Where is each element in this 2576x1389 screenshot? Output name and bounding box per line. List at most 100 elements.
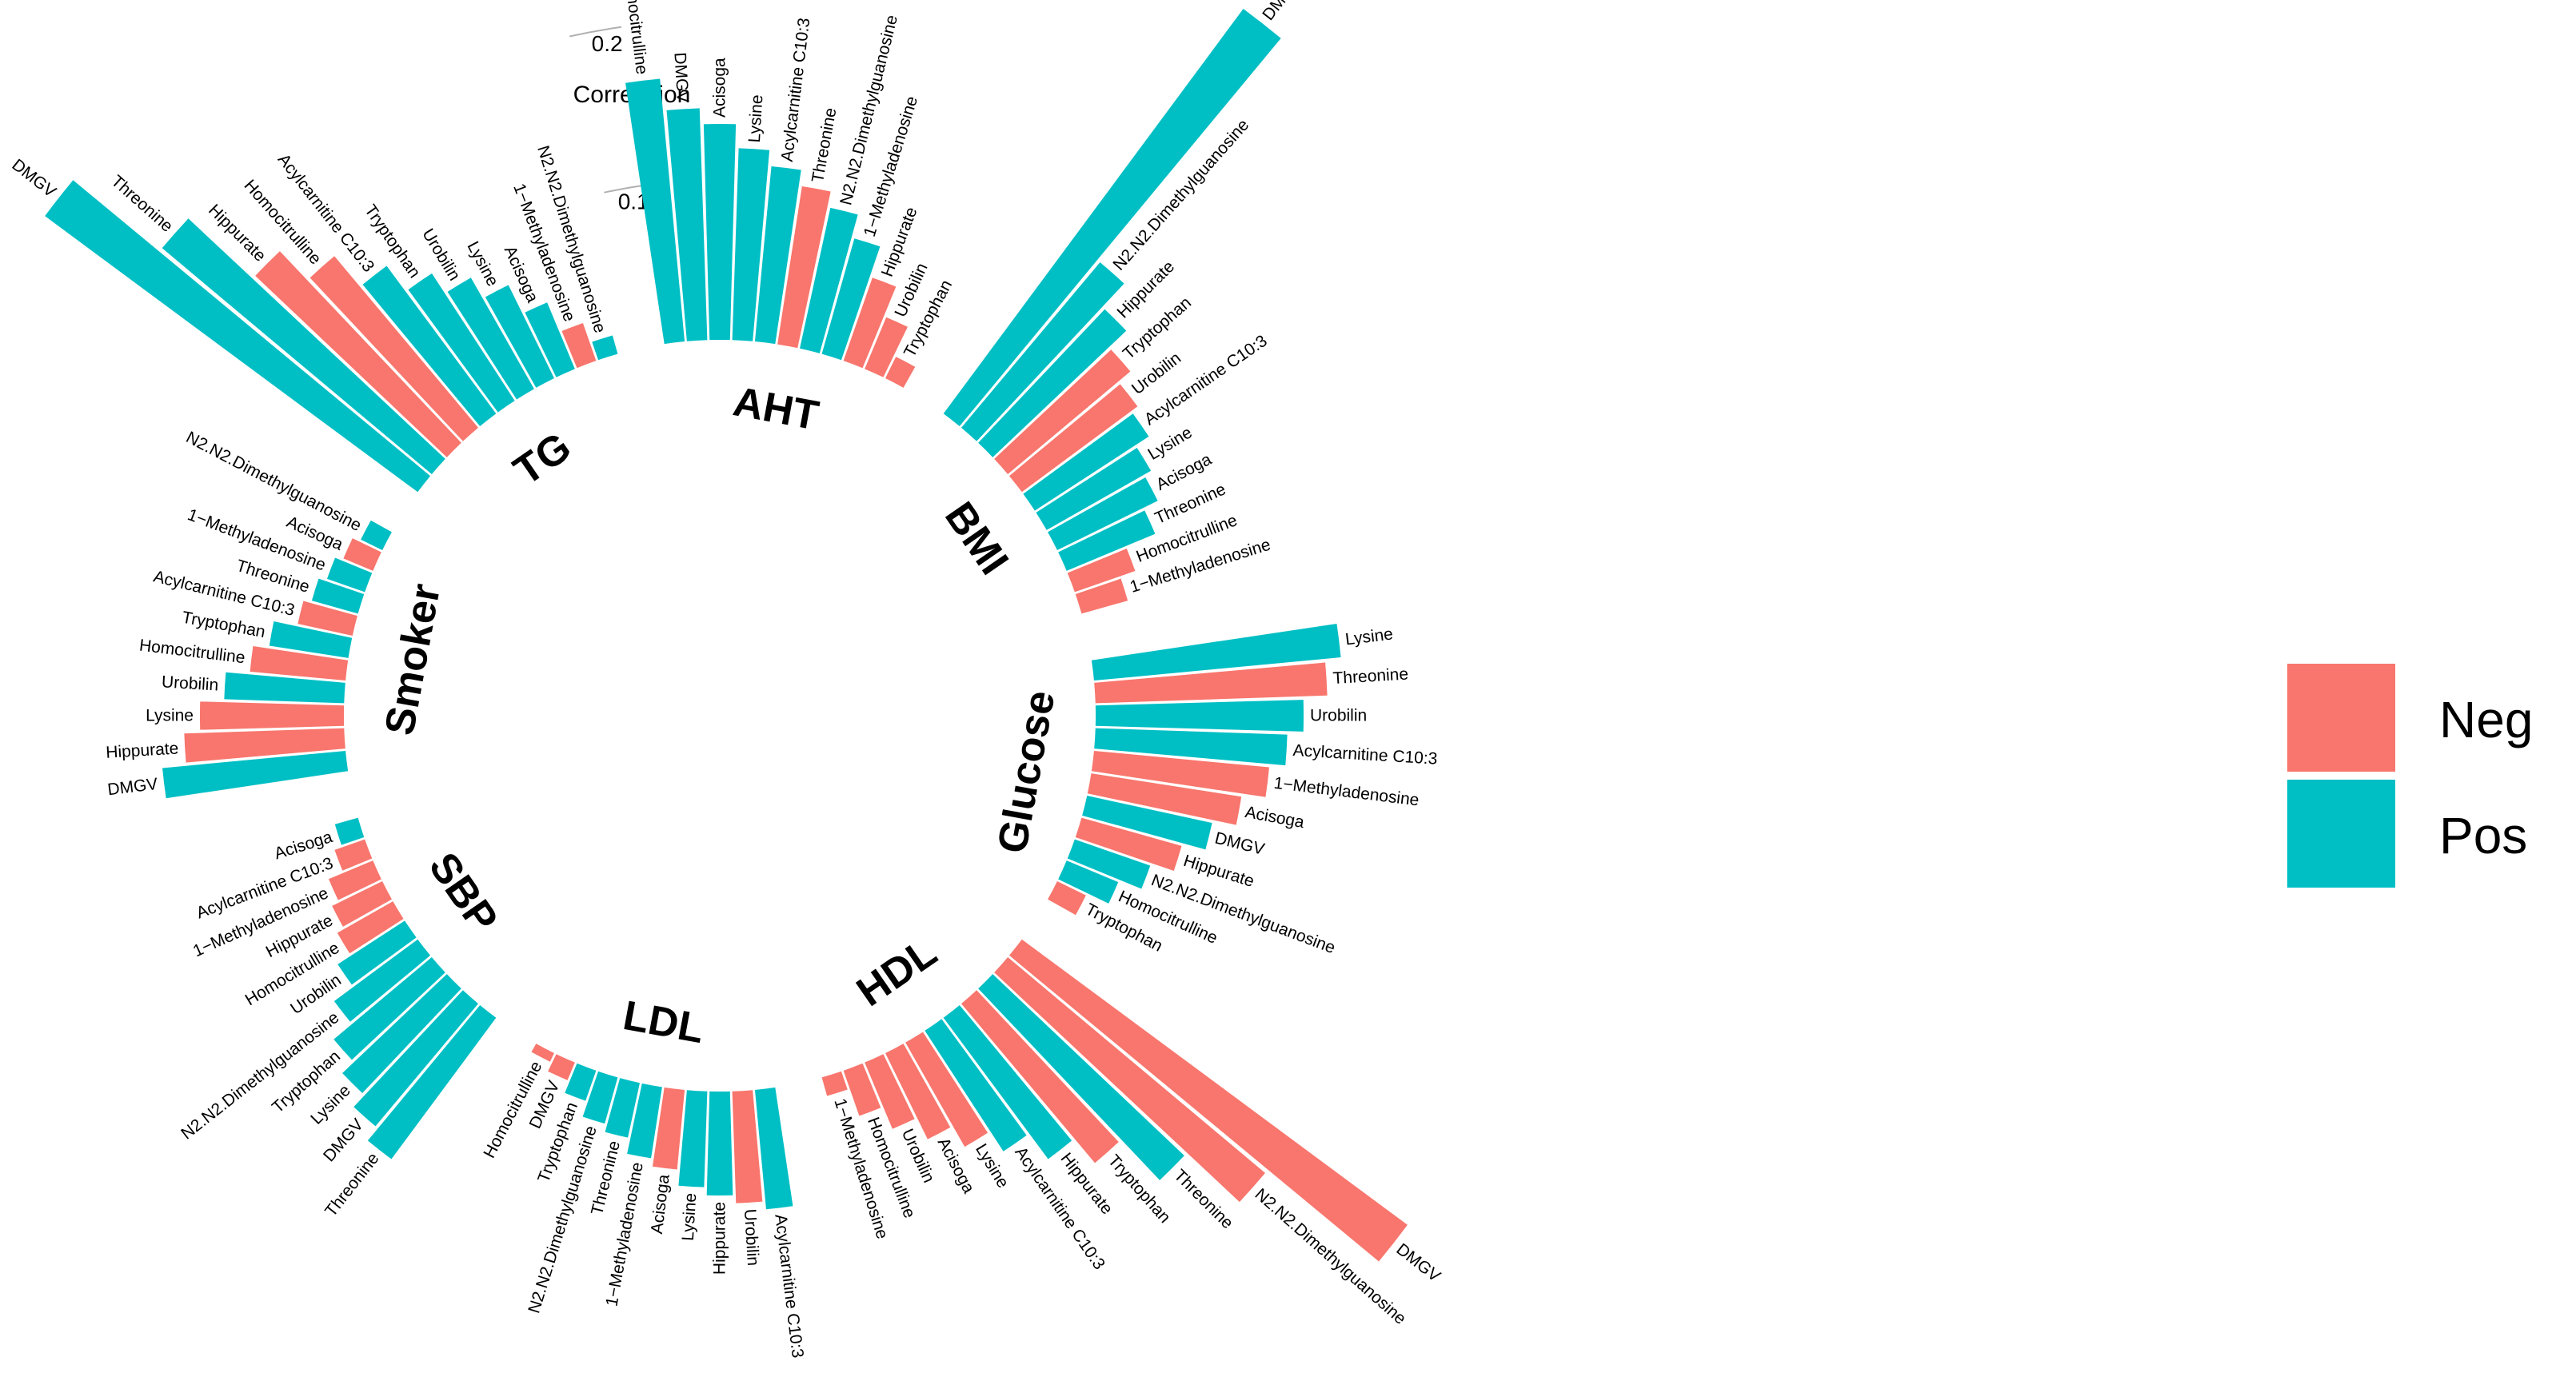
bar-sbp-threonine (367, 1004, 497, 1159)
group-tg: DMGV Threonine HippurateHomocitrullineAcyl… (8, 143, 618, 493)
bar-glucose-tryptophan (1048, 881, 1086, 916)
bar-hdl-threonine (978, 974, 1184, 1180)
bar-aht-acylcarnitine-c10-3 (754, 166, 801, 345)
group-label-aht: AHT (730, 378, 823, 439)
bar-bmi-urobilin (1008, 384, 1138, 493)
bar-smoker-acisoga (343, 538, 381, 571)
bar-tg-homocitrulline (310, 256, 479, 441)
bar-smoker-threonine (311, 578, 365, 614)
bar-label-bmi-lysine: Lysine (1144, 423, 1195, 464)
bar-bmi-acisoga (1048, 477, 1158, 550)
group-label-glucose: Glucose (989, 687, 1064, 856)
bar-ldl-acylcarnitine-c10-3 (754, 1087, 793, 1210)
bar-sbp-n2-n2-dimethylguanosine (333, 939, 431, 1022)
bar-glucose-threonine (1094, 662, 1328, 704)
bar-glucose-1-methyladenosine (1091, 750, 1269, 797)
bar-hdl-acisoga (885, 1044, 951, 1140)
group-label-sbp: SBP (420, 844, 506, 941)
group-labels-layer: AHT BMI Glucose HDL LDL SBP Smoker TG (377, 378, 1064, 1052)
bar-glucose-acisoga (1087, 773, 1242, 825)
bar-aht-1-methyladenosine (821, 238, 881, 361)
bar-label-ldl-lysine: Lysine (679, 1192, 701, 1241)
bar-tg-tryptophan (408, 273, 515, 413)
bar-label-bmi-dmgv: DMGV (1259, 0, 1304, 24)
bar-label-aht-acisoga: Acisoga (711, 58, 729, 118)
bar-glucose-hippurate (1075, 817, 1182, 872)
group-label-hdl: HDL (849, 929, 945, 1016)
bar-aht-homocitrulline (625, 78, 685, 345)
bar-hdl-n2-n2-dimethylguanosine (994, 956, 1265, 1203)
bar-smoker-homocitrulline (250, 645, 349, 681)
bar-tg-1-methyladenosine (561, 322, 597, 369)
bar-bmi-n2-n2-dimethylguanosine (961, 261, 1124, 441)
bar-bmi-threonine (1058, 510, 1156, 571)
legend-label-pos: Pos (2439, 807, 2527, 864)
bar-sbp-tryptophan (333, 956, 445, 1060)
bar-ldl-acisoga (652, 1087, 685, 1170)
bar-label-aht-acylcarnitine-c10-3: Acylcarnitine C10:3 (778, 17, 814, 162)
bar-bmi-lysine (1036, 447, 1152, 530)
bar-label-glucose-lysine: Lysine (1344, 625, 1394, 649)
group-ldl: Acylcarnitine C10:3 Urobilin Hippurate Lysi… (480, 1044, 807, 1359)
bar-smoker-1-methyladenosine (326, 557, 373, 593)
bar-label-sbp-lysine: Lysine (307, 1081, 354, 1128)
bar-label-aht-lysine: Lysine (745, 94, 767, 143)
bar-glucose-homocitrulline (1058, 860, 1119, 904)
group-smoker: DMGV Hippurate Lysine Urobilin Homocitrullin… (106, 428, 392, 799)
bar-tg-dmgv (45, 180, 431, 493)
bar-smoker-tryptophan (269, 621, 353, 658)
bar-glucose-lysine (1091, 623, 1341, 681)
bar-label-ldl-hippurate: Hippurate (711, 1202, 729, 1275)
bar-aht-urobilin (865, 317, 908, 377)
bar-smoker-hippurate (184, 728, 345, 763)
bar-label-aht-threonine: Threonine (809, 106, 841, 184)
bar-smoker-urobilin (224, 672, 345, 704)
bar-tg-urobilin (447, 277, 534, 400)
bar-hdl-lysine (905, 1032, 988, 1148)
bar-glucose-acylcarnitine-c10-3 (1094, 728, 1288, 766)
bar-label-glucose-urobilin: Urobilin (1310, 707, 1367, 725)
bar-smoker-n2-n2-dimethylguanosine (361, 520, 392, 550)
group-hdl: DMGVN2.N2.DimethylguanosineThreonineTryp… (821, 939, 1444, 1328)
bar-sbp-acisoga (334, 817, 365, 845)
bar-ldl-urobilin (732, 1090, 763, 1203)
bar-label-glucose-acisoga: Acisoga (1244, 803, 1306, 832)
bar-hdl-homocitrulline (843, 1063, 881, 1116)
bar-smoker-acylcarnitine-c10-3 (298, 601, 357, 636)
bar-bmi-homocitrulline (1067, 549, 1136, 593)
group-bmi: DMGVN2.N2.DimethylguanosineHippurateTryp… (943, 0, 1304, 614)
scale-arc-1 (569, 26, 622, 38)
bar-hdl-hippurate (943, 1004, 1072, 1159)
bar-hdl-1-methyladenosine (821, 1071, 848, 1096)
bar-aht-lysine (732, 148, 770, 341)
legend-swatch-neg (2287, 664, 2395, 772)
bar-tg-acylcarnitine-c10-3 (362, 265, 497, 427)
bar-ldl-n2-n2-dimethylguanosine (582, 1071, 618, 1124)
bar-label-glucose-threonine: Threonine (1332, 665, 1409, 688)
bar-sbp-homocitrulline (337, 901, 404, 954)
bar-aht-dmgv (666, 108, 708, 341)
bar-label-smoker-dmgv: DMGV (106, 775, 158, 799)
bar-label-aht-dmgv: DMGV (670, 52, 692, 103)
bar-tg-n2-n2-dimethylguanosine (592, 335, 618, 361)
group-label-smoker: Smoker (377, 581, 449, 739)
group-aht: Homocitrulline DMGV Acisoga Lysine Acylcarni… (620, 0, 956, 388)
bar-label-hdl-dmgv: DMGV (1392, 1240, 1444, 1286)
bar-label-ldl-acisoga: Acisoga (648, 1173, 673, 1235)
bar-ldl-threonine (605, 1078, 640, 1138)
bar-label-smoker-tryptophan: Tryptophan (181, 608, 267, 641)
bar-bmi-dmgv (943, 8, 1281, 427)
bar-smoker-dmgv (162, 750, 349, 799)
bar-sbp-1-methyladenosine (328, 860, 381, 900)
bar-sbp-urobilin (337, 920, 417, 985)
bar-label-smoker-hippurate: Hippurate (106, 739, 179, 761)
bar-label-smoker-homocitrulline: Homocitrulline (138, 636, 246, 667)
bar-sbp-acylcarnitine-c10-3 (334, 839, 373, 871)
bar-label-smoker-lysine: Lysine (146, 707, 194, 725)
bar-ldl-lysine (678, 1090, 708, 1187)
legend: Neg Pos (2287, 664, 2533, 888)
bar-aht-acisoga (703, 123, 737, 341)
group-label-bmi: BMI (936, 494, 1017, 583)
group-label-ldl: LDL (620, 992, 708, 1052)
bar-label-tg-dmgv: DMGV (8, 156, 59, 202)
